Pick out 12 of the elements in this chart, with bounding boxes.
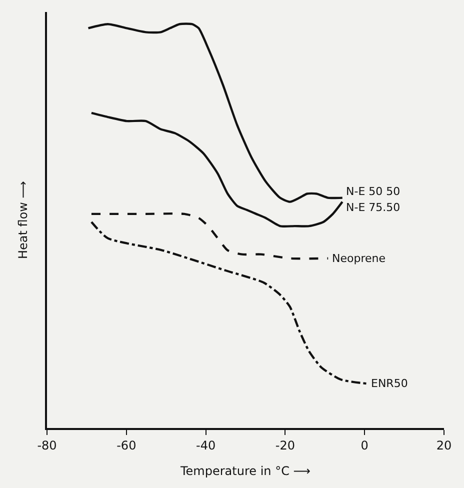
- x-tick-label: -60: [116, 438, 136, 452]
- x-tick-label: 20: [436, 438, 452, 452]
- x-tick-label: -40: [196, 438, 216, 452]
- series-label: N-E 75.50: [346, 201, 400, 214]
- x-tick-label: -20: [275, 438, 296, 452]
- series-label: N-E 50 50: [346, 185, 400, 198]
- x-tick-label: 0: [360, 438, 368, 452]
- x-tick-label: -80: [37, 438, 57, 452]
- series-label: ENR50: [371, 377, 408, 390]
- y-axis-title: Heat flow ⟶: [16, 180, 30, 260]
- series-label: Neoprene: [332, 252, 386, 265]
- x-axis-title: Temperature in °C ⟶: [180, 464, 310, 478]
